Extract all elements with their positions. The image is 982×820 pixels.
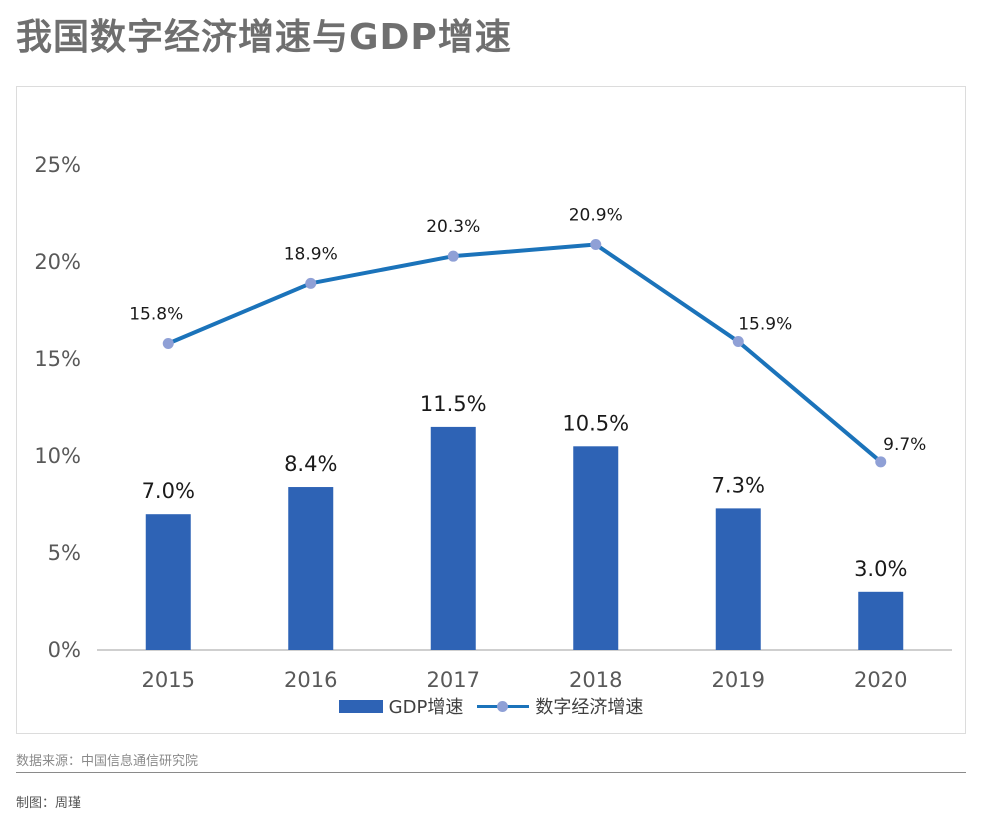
digital-economy-point: [732, 336, 744, 348]
gdp-bar: [715, 508, 761, 650]
combo-chart: 0% 5% 10% 15% 20% 25% 2015 2016 2017 2018 2019 2020…: [34, 153, 952, 692]
digital-economy-label: 20.3%: [426, 217, 480, 237]
legend-swatch-line: [477, 699, 530, 713]
gdp-bar-label: 8.4%: [284, 452, 337, 476]
digital-economy-label: 15.9%: [738, 315, 792, 335]
legend-label-digital: 数字经济增速: [535, 697, 644, 718]
digital-economy-point: [162, 337, 174, 349]
digital-economy-point: [447, 250, 459, 262]
chart-container: 0% 5% 10% 15% 20% 25% 2015 2016 2017 2018 2019 2020…: [16, 86, 966, 734]
gdp-bar-label: 11.5%: [420, 392, 487, 416]
y-tick-label: 20%: [34, 250, 81, 274]
digital-economy-label: 9.7%: [883, 435, 926, 455]
legend-label-gdp: GDP增速: [388, 697, 464, 718]
x-tick-label: 2019: [712, 668, 765, 692]
gdp-bar: [573, 446, 619, 650]
digital-economy-point: [875, 456, 887, 468]
gdp-bar-label: 10.5%: [562, 411, 629, 435]
gdp-bar-label: 7.0%: [142, 479, 195, 503]
digital-economy-point: [305, 277, 317, 289]
x-tick-label: 2018: [569, 668, 622, 692]
digital-economy-label: 20.9%: [569, 206, 623, 226]
x-tick-label: 2020: [854, 668, 907, 692]
x-tick-label: 2015: [142, 668, 195, 692]
legend-swatch-bar: [338, 699, 383, 713]
y-tick-label: 5%: [48, 541, 81, 565]
gdp-bar: [430, 426, 476, 650]
x-tick-label: 2017: [427, 668, 480, 692]
digital-economy-line: [167, 242, 883, 464]
y-tick-label: 25%: [34, 153, 81, 177]
gdp-bar: [288, 487, 334, 650]
source-note: 数据来源：中国信息通信研究院: [16, 754, 199, 769]
page-title: 我国数字经济增速与GDP增速: [16, 17, 512, 58]
y-tick-label: 15%: [34, 347, 81, 371]
maker-note: 制图：周瑾: [16, 796, 82, 811]
gdp-bar-label: 3.0%: [854, 557, 907, 581]
y-tick-label: 10%: [34, 444, 81, 468]
digital-economy-label: 18.9%: [284, 244, 338, 264]
gdp-bar: [145, 514, 191, 650]
gdp-bar-label: 7.3%: [712, 473, 765, 497]
chart-legend: GDP增速 数字经济增速: [301, 691, 681, 721]
gdp-bar: [858, 591, 904, 650]
legend-item-digital: 数字经济增速: [477, 693, 643, 719]
digital-economy-label: 15.8%: [129, 304, 183, 324]
footer-divider: [16, 772, 966, 773]
x-tick-label: 2016: [284, 668, 337, 692]
digital-economy-point: [590, 239, 602, 251]
y-tick-label: 0%: [48, 638, 81, 662]
legend-item-gdp: GDP增速: [338, 693, 464, 719]
